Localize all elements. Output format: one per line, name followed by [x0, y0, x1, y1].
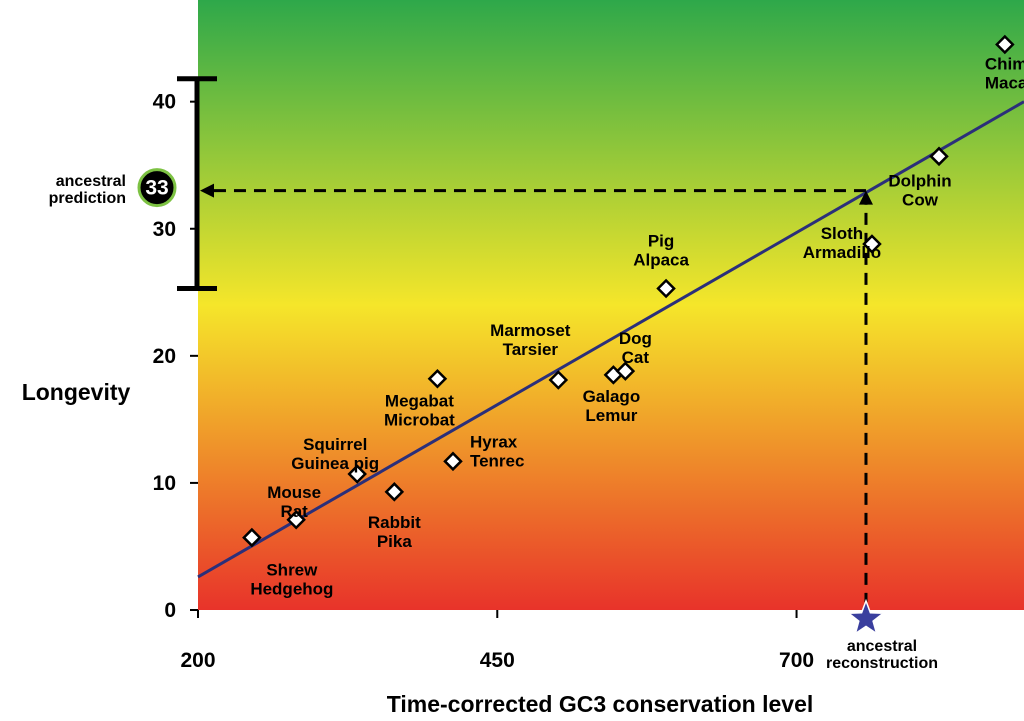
data-point [929, 146, 949, 167]
prediction-value-text: 33 [145, 177, 168, 200]
y-tick-label: 40 [153, 91, 176, 114]
point-label: Mouse [267, 483, 321, 502]
point-label: Tarsier [503, 340, 559, 359]
data-point [995, 34, 1015, 55]
point-label: Lemur [585, 406, 637, 425]
y-tick-label: 10 [153, 472, 176, 495]
y-axis-title: Longevity [22, 379, 131, 405]
point-label: Shrew [266, 561, 318, 580]
data-point [656, 278, 676, 299]
data-point [242, 527, 262, 548]
x-tick-label: 450 [480, 649, 515, 672]
data-point [615, 361, 636, 381]
trend-line [197, 100, 1024, 579]
data-point [286, 510, 306, 530]
prediction-label-line-1: ancestral [56, 173, 126, 190]
point-label: Sloth [821, 224, 864, 243]
point-label: Microbat [384, 411, 455, 430]
x-tick-label: 700 [779, 649, 814, 672]
data-point [443, 451, 463, 472]
x-tick-label: 200 [180, 649, 215, 672]
point-label: Rabbit [368, 513, 421, 532]
y-tick-label: 20 [153, 345, 176, 368]
ancestral-reconstruction-star [846, 598, 886, 636]
point-label: Armadillo [803, 243, 881, 262]
point-label: Galago [583, 387, 641, 406]
point-label: Hyrax [470, 432, 518, 451]
point-label: Dolphin [888, 171, 951, 190]
point-label: Rat [280, 502, 308, 521]
point-label: Cow [902, 190, 939, 209]
point-label: Megabat [385, 392, 454, 411]
point-label: Guinea pig [291, 454, 379, 473]
data-point [548, 370, 569, 390]
point-label: Marmoset [490, 321, 571, 340]
point-label: Dog [619, 329, 652, 348]
point-label: Alpaca [633, 250, 689, 269]
point-label: Cat [622, 348, 650, 367]
y-tick-label: 0 [164, 599, 176, 622]
data-point [347, 464, 367, 484]
point-label: Squirrel [303, 435, 367, 454]
data-point [384, 482, 405, 502]
reconstruction-arrow-head [858, 190, 873, 205]
prediction-arrow-head [200, 183, 214, 198]
point-label: Macaca [985, 73, 1024, 92]
y-tick-label: 30 [153, 218, 176, 241]
point-label: Tenrec [470, 451, 525, 470]
point-label: Pig [648, 231, 674, 250]
plot-background [198, 0, 1024, 610]
prediction-label-line-2: prediction [49, 190, 126, 207]
point-label: Pika [377, 532, 413, 551]
data-point [427, 368, 448, 389]
reconstruction-label-line-2: reconstruction [826, 655, 938, 672]
prediction-value-badge [137, 168, 177, 208]
point-label: Hedgehog [250, 580, 333, 599]
data-point [862, 234, 882, 254]
point-label: Chimp [985, 54, 1024, 73]
x-axis-title: Time-corrected GC3 conservation level [387, 691, 814, 717]
reconstruction-label-line-1: ancestral [847, 638, 917, 655]
